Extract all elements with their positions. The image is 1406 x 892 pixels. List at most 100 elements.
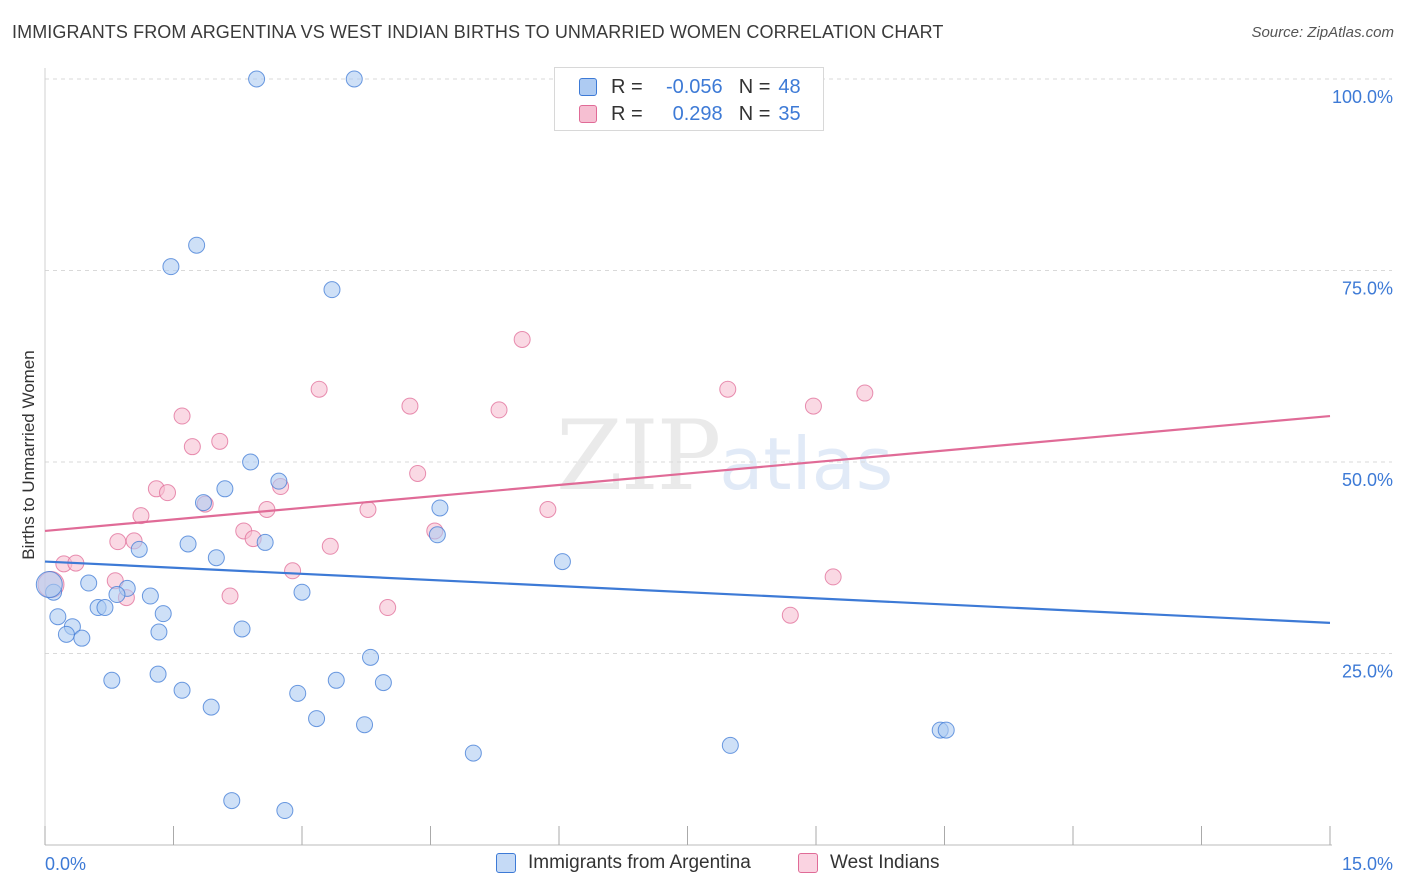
point-argentina bbox=[256, 533, 274, 551]
y-tick-label: 100.0% bbox=[1332, 87, 1393, 107]
point-argentina bbox=[428, 526, 446, 544]
point-west-indians bbox=[513, 330, 531, 348]
point-argentina bbox=[130, 540, 148, 558]
watermark-zip: ZIP bbox=[556, 400, 721, 512]
point-argentina bbox=[149, 665, 167, 683]
point-argentina bbox=[57, 625, 75, 643]
legend-r-value: 0.298 bbox=[672, 102, 723, 125]
point-west-indians bbox=[183, 438, 201, 456]
point-argentina bbox=[293, 583, 311, 601]
watermark-atlas: atlas bbox=[719, 422, 894, 506]
point-argentina bbox=[323, 281, 341, 299]
point-argentina bbox=[141, 587, 159, 605]
point-west-indians bbox=[539, 500, 557, 518]
point-argentina bbox=[216, 480, 234, 498]
point-west-indians bbox=[159, 484, 177, 502]
point-west-indians bbox=[221, 587, 239, 605]
point-argentina bbox=[233, 620, 251, 638]
chart-title: IMMIGRANTS FROM ARGENTINA VS WEST INDIAN… bbox=[12, 22, 944, 42]
point-argentina bbox=[207, 549, 225, 567]
correlation-legend: R = -0.056 N = 48 R = 0.298 N = 35 bbox=[554, 67, 824, 131]
point-west-indians bbox=[824, 568, 842, 586]
point-west-indians bbox=[490, 401, 508, 419]
point-west-indians bbox=[284, 562, 302, 580]
bottom-legend-argentina: Immigrants from Argentina bbox=[496, 852, 751, 874]
point-argentina bbox=[35, 571, 63, 599]
source-label: Source: ZipAtlas.com bbox=[1251, 24, 1394, 41]
point-argentina bbox=[150, 623, 168, 641]
legend-row-west-indians: R = 0.298 N = 35 bbox=[579, 100, 801, 128]
point-argentina bbox=[289, 684, 307, 702]
point-west-indians bbox=[719, 380, 737, 398]
bottom-legend-swatch-blue bbox=[496, 853, 516, 873]
point-argentina bbox=[179, 535, 197, 553]
point-argentina bbox=[276, 802, 294, 820]
legend-n-label: N = bbox=[738, 75, 771, 98]
point-west-indians bbox=[359, 500, 377, 518]
legend-swatch-pink bbox=[579, 105, 597, 123]
point-west-indians bbox=[173, 407, 191, 425]
point-west-indians bbox=[856, 384, 874, 402]
legend-r-value: -0.056 bbox=[665, 75, 723, 98]
point-argentina bbox=[937, 721, 955, 739]
y-tick-label: 25.0% bbox=[1342, 662, 1393, 682]
point-argentina bbox=[154, 605, 172, 623]
point-west-indians bbox=[409, 464, 427, 482]
point-argentina bbox=[103, 671, 121, 689]
point-argentina bbox=[431, 499, 449, 517]
point-argentina bbox=[162, 258, 180, 276]
point-argentina bbox=[73, 629, 91, 647]
point-west-indians bbox=[379, 599, 397, 617]
legend-n-label: N = bbox=[738, 102, 771, 125]
point-argentina bbox=[108, 586, 126, 604]
point-argentina bbox=[188, 236, 206, 254]
point-west-indians bbox=[321, 537, 339, 555]
point-argentina bbox=[356, 716, 374, 734]
trendline-west-indians bbox=[44, 414, 1331, 533]
bottom-legend-label: Immigrants from Argentina bbox=[528, 852, 751, 873]
point-argentina bbox=[345, 70, 363, 88]
point-argentina bbox=[96, 599, 114, 617]
bottom-legend-west-indians: West Indians bbox=[798, 852, 939, 874]
point-west-indians bbox=[132, 507, 150, 525]
point-argentina bbox=[223, 792, 241, 810]
point-argentina bbox=[308, 710, 326, 728]
point-argentina bbox=[80, 574, 98, 592]
point-argentina bbox=[202, 698, 220, 716]
x-tick-label: 0.0% bbox=[45, 854, 86, 874]
y-tick-label: 75.0% bbox=[1342, 279, 1393, 299]
point-argentina bbox=[464, 744, 482, 762]
point-west-indians bbox=[401, 397, 419, 415]
y-tick-label: 50.0% bbox=[1342, 470, 1393, 490]
point-west-indians bbox=[310, 380, 328, 398]
legend-r-label: R = bbox=[611, 102, 643, 125]
legend-row-argentina: R = -0.056 N = 48 bbox=[579, 73, 801, 101]
point-argentina bbox=[242, 453, 260, 471]
point-west-indians bbox=[781, 606, 799, 624]
point-argentina bbox=[173, 681, 191, 699]
legend-swatch-blue bbox=[579, 78, 597, 96]
legend-n-value: 35 bbox=[778, 102, 801, 125]
y-axis-title: Births to Unmarried Women bbox=[19, 350, 38, 559]
watermark: ZIPatlas bbox=[556, 400, 893, 512]
point-argentina bbox=[49, 608, 67, 626]
point-west-indians bbox=[258, 500, 276, 518]
bottom-legend-swatch-pink bbox=[798, 853, 818, 873]
legend-n-value: 48 bbox=[778, 75, 801, 98]
point-west-indians bbox=[804, 397, 822, 415]
point-argentina bbox=[721, 736, 739, 754]
x-tick-label: 15.0% bbox=[1342, 854, 1393, 874]
legend-r-label: R = bbox=[611, 75, 643, 98]
point-west-indians bbox=[211, 432, 229, 450]
point-argentina bbox=[374, 674, 392, 692]
point-argentina bbox=[270, 472, 288, 490]
point-argentina bbox=[362, 648, 380, 666]
point-west-indians bbox=[109, 533, 127, 551]
point-argentina bbox=[194, 494, 212, 512]
point-argentina bbox=[248, 70, 266, 88]
point-argentina bbox=[327, 671, 345, 689]
point-argentina bbox=[553, 553, 571, 571]
bottom-legend-label: West Indians bbox=[830, 852, 940, 873]
trendline-argentina bbox=[44, 560, 1331, 624]
